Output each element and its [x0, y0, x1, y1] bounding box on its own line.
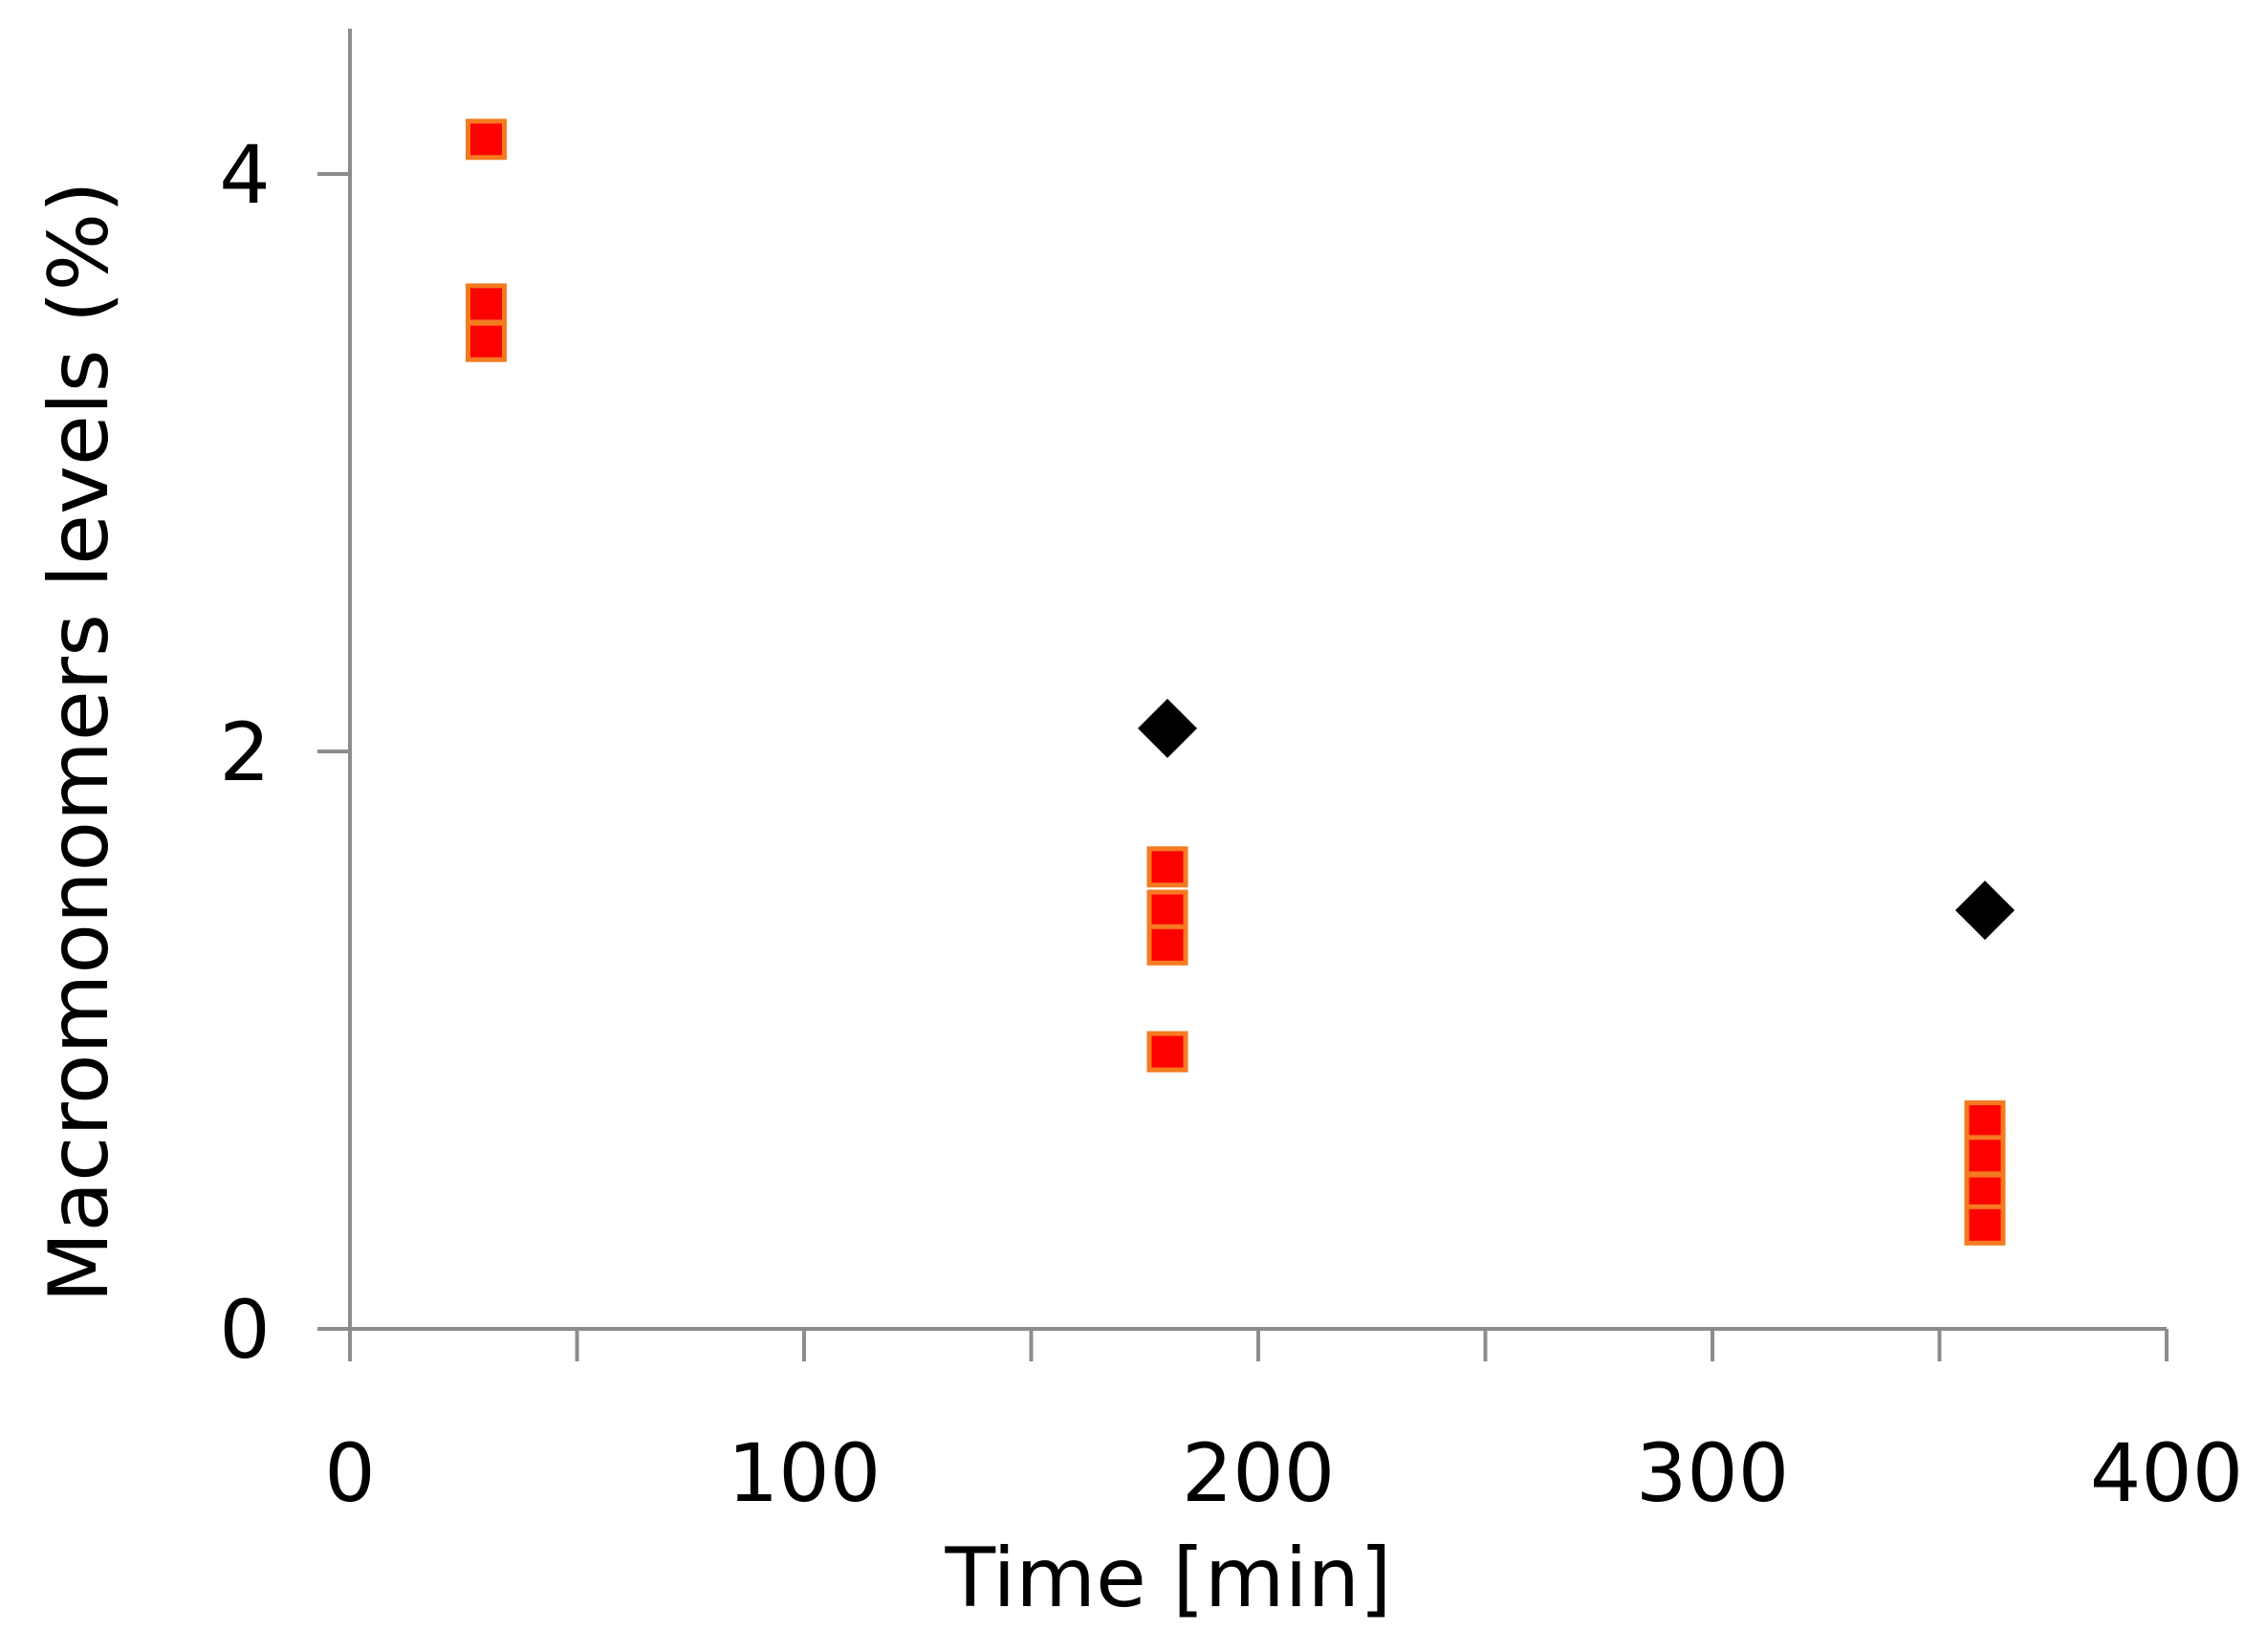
- square-marker: [466, 119, 507, 161]
- x-tick-label: 100: [728, 1426, 881, 1520]
- y-tick-label: 4: [219, 128, 270, 222]
- x-tick-label: 300: [1636, 1426, 1789, 1520]
- diamond-marker: [1955, 880, 2015, 941]
- square-marker: [466, 320, 507, 362]
- diamond-marker: [1138, 698, 1197, 758]
- data-points: [466, 119, 2015, 1246]
- x-tick-label: 200: [1182, 1426, 1335, 1520]
- axis-labels: Time [min] Macromonomers levels (%): [32, 181, 1392, 1626]
- x-tick-label: 400: [2090, 1426, 2243, 1520]
- square-marker: [1964, 1204, 2006, 1246]
- square-marker: [1964, 1135, 2006, 1177]
- axes: 024680100200300400: [219, 29, 2243, 1520]
- x-tick-label: 0: [324, 1426, 375, 1520]
- y-tick-label: 2: [219, 706, 270, 799]
- x-axis-title: Time [min]: [944, 1531, 1391, 1626]
- square-marker: [1146, 924, 1188, 966]
- square-marker: [1146, 846, 1188, 888]
- square-marker: [1146, 1031, 1188, 1073]
- y-axis-title: Macromonomers levels (%): [32, 181, 127, 1302]
- y-tick-label: 0: [219, 1283, 270, 1377]
- square-marker: [1146, 889, 1188, 931]
- square-marker: [1964, 1100, 2006, 1142]
- square-marker: [466, 283, 507, 325]
